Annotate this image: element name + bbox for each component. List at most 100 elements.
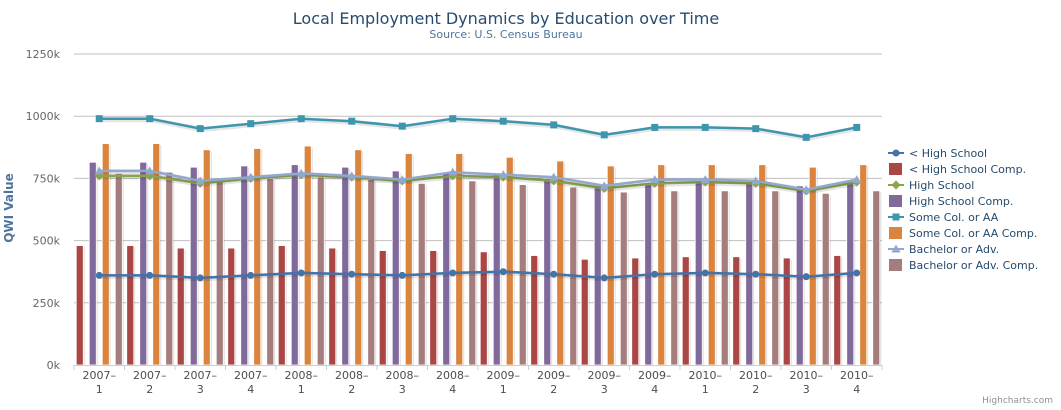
x-tick-label: 2010– 2: [739, 369, 773, 396]
legend-item[interactable]: Some Col. or AA: [888, 211, 999, 224]
bar: [606, 165, 615, 366]
point: [600, 131, 608, 139]
point: [348, 117, 356, 125]
bar: [227, 247, 236, 366]
legend-item[interactable]: High School Comp.: [889, 195, 1013, 208]
legend-item[interactable]: High School: [888, 179, 974, 192]
series-line: [99, 169, 858, 191]
bar: [114, 173, 123, 366]
bar: [556, 160, 565, 366]
bar: [429, 250, 438, 366]
series-line: [99, 117, 858, 139]
point: [650, 175, 660, 184]
point: [297, 269, 305, 277]
point: [701, 123, 709, 131]
legend-label: < High School Comp.: [909, 163, 1026, 176]
x-tick-label: 2010– 1: [689, 369, 723, 396]
bar: [833, 255, 842, 366]
point: [891, 180, 901, 190]
point: [651, 270, 659, 278]
bar: [455, 153, 464, 366]
bar: [328, 247, 337, 366]
bar: [543, 177, 552, 366]
bar: [872, 190, 881, 366]
point: [498, 170, 508, 179]
bar: [189, 166, 198, 366]
x-tick-label: 2009– 1: [487, 369, 521, 396]
point: [892, 213, 900, 221]
point: [94, 166, 104, 175]
point: [801, 185, 811, 194]
point: [752, 125, 760, 133]
point: [751, 176, 761, 185]
bar: [505, 156, 514, 366]
point: [651, 123, 659, 131]
legend-label: Bachelor or Adv. Comp.: [909, 259, 1038, 272]
x-tick-label: 2009– 4: [638, 369, 672, 396]
bar: [215, 179, 224, 366]
bar: [404, 153, 413, 366]
point: [247, 120, 255, 128]
x-tick-label: 2007– 4: [234, 369, 268, 396]
point: [397, 175, 407, 184]
point: [550, 270, 558, 278]
bar: [720, 190, 729, 366]
legend-label: High School Comp.: [909, 195, 1013, 208]
bar: [593, 185, 602, 366]
point: [892, 149, 900, 157]
point: [802, 273, 810, 281]
bar: [821, 192, 830, 366]
bar: [176, 247, 185, 366]
point: [398, 271, 406, 279]
legend-bar-swatch: [889, 259, 902, 271]
bar: [758, 164, 767, 366]
bar: [354, 149, 363, 366]
bar: [391, 170, 400, 366]
point: [853, 123, 861, 131]
series-line: [99, 173, 858, 193]
point: [549, 172, 559, 181]
x-tick-label: 2010– 4: [840, 369, 874, 396]
bar: [165, 171, 174, 366]
legend-item[interactable]: Some Col. or AA Comp.: [889, 227, 1037, 240]
point: [891, 244, 901, 253]
bar: [670, 190, 679, 366]
bar: [303, 145, 312, 366]
x-axis-ticks: 2007– 1 2007– 2 2007– 3 2007– 4 2008– 1 2008– 2 2008…: [83, 369, 874, 396]
legend-item[interactable]: < High School: [888, 147, 987, 160]
lines: [94, 115, 862, 282]
x-tick-label: 2008– 3: [386, 369, 420, 396]
point: [449, 269, 457, 277]
y-axis-ticks: 0k 250k 500k 750k 1000k 1250k: [26, 48, 61, 372]
legend-item[interactable]: < High School Comp.: [889, 163, 1026, 176]
legend-item[interactable]: Bachelor or Adv.: [888, 243, 999, 256]
x-tick-label: 2008– 4: [436, 369, 470, 396]
point: [852, 175, 862, 184]
y-axis-label: QWI Value: [2, 173, 16, 243]
legend-item[interactable]: Bachelor or Adv. Comp.: [889, 259, 1038, 272]
bar: [126, 245, 135, 366]
legend-label: Some Col. or AA: [909, 211, 999, 224]
x-tick-label: 2008– 1: [285, 369, 319, 396]
legend-label: < High School: [909, 147, 987, 160]
point: [247, 271, 255, 279]
x-tick-label: 2009– 3: [588, 369, 622, 396]
point: [195, 176, 205, 185]
x-tick-label: 2008– 2: [335, 369, 369, 396]
chart-subtitle: Source: U.S. Census Bureau: [429, 28, 582, 41]
bar: [367, 179, 376, 366]
x-tick-label: 2009– 2: [537, 369, 571, 396]
point: [296, 168, 306, 177]
point: [146, 115, 154, 123]
point: [700, 175, 710, 184]
point: [550, 121, 558, 129]
legend-label: Bachelor or Adv.: [909, 243, 999, 256]
legend[interactable]: < High School < High School Comp. High Sch…: [888, 147, 1038, 272]
bar: [75, 245, 84, 366]
credits-link[interactable]: Highcharts.com: [982, 396, 1053, 406]
x-axis: [73, 365, 883, 370]
bar: [341, 166, 350, 366]
y-tick-label: 500k: [33, 235, 61, 248]
bar: [707, 164, 716, 366]
